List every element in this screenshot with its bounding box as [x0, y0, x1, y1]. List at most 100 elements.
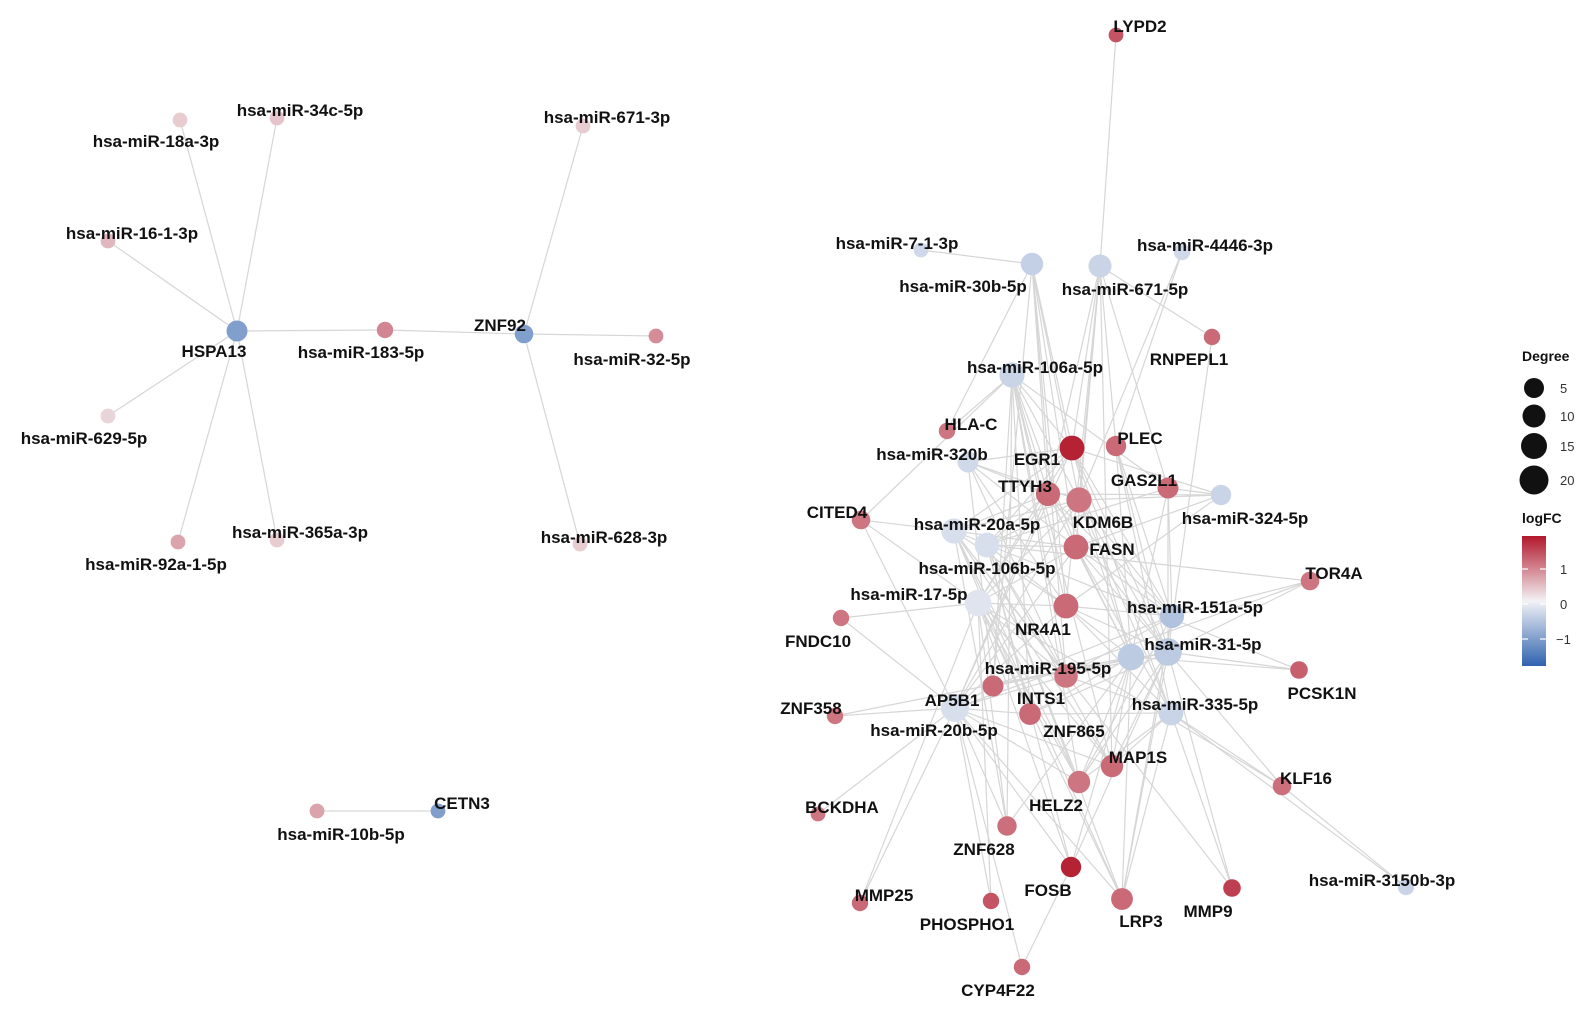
node-MMP9[interactable]: [1223, 879, 1241, 897]
node-miR320b[interactable]: [957, 451, 979, 473]
edge-miR17-NR4A1: [977, 602, 1067, 607]
edge-miR324-FASN: [1075, 494, 1222, 548]
node-GAS2L1[interactable]: [1157, 477, 1179, 499]
node-miR10b[interactable]: [309, 803, 325, 819]
edge-miR17-FASN: [977, 546, 1077, 604]
edge-miR335-LRP3: [1121, 712, 1172, 900]
edge-miR31-ZNF865: [1029, 651, 1169, 715]
node-KLF16[interactable]: [1272, 776, 1292, 796]
node-PHOSPHO1[interactable]: [982, 892, 1000, 910]
node-miR92a[interactable]: [170, 534, 186, 550]
node-miR18a[interactable]: [172, 112, 188, 128]
edge-miR20b-BCKDHA: [817, 707, 956, 815]
node-RNPEPL1[interactable]: [1203, 328, 1221, 346]
node-FOSB[interactable]: [1060, 856, 1082, 878]
edge-miR17-INTS1: [977, 602, 1067, 677]
legend-degree-tick-20: 20: [1560, 473, 1574, 488]
node-TOR4A[interactable]: [1300, 571, 1320, 591]
node-miR7[interactable]: [913, 242, 929, 258]
node-HELZ2[interactable]: [1067, 770, 1091, 794]
node-INTS1[interactable]: [1054, 664, 1078, 688]
node-miR34c[interactable]: [269, 110, 285, 126]
node-miR628[interactable]: [572, 536, 588, 552]
node-miR31[interactable]: [1154, 638, 1182, 666]
node-NR4A1[interactable]: [1053, 593, 1079, 619]
node-BCKDHA[interactable]: [810, 806, 826, 822]
node-miR335[interactable]: [1158, 700, 1184, 726]
node-label-miR17: hsa-miR-17-5p: [850, 585, 967, 604]
legend-degree-dot-10: [1522, 404, 1546, 428]
edge-miR20b-CYP4F22: [954, 707, 1023, 968]
node-miR151a[interactable]: [1159, 603, 1185, 629]
node-KDM6B[interactable]: [1066, 487, 1092, 513]
node-HLAC[interactable]: [938, 422, 956, 440]
node-label-miR3150b: hsa-miR-3150b-3p: [1309, 871, 1455, 890]
node-miR17[interactable]: [964, 589, 992, 617]
edge-miR20a-KDM6B: [953, 499, 1080, 532]
edge-miR20b-FOSB: [954, 707, 1072, 868]
node-LYPD2[interactable]: [1108, 27, 1124, 43]
node-miR671_5[interactable]: [1088, 254, 1112, 278]
node-LRP3[interactable]: [1111, 888, 1133, 910]
node-ZNF865[interactable]: [1019, 703, 1041, 725]
node-miR671_3[interactable]: [575, 118, 591, 134]
edge-miR106a-FASN: [1011, 374, 1077, 548]
edge-miR106a-TTYH3: [1011, 374, 1049, 495]
edge-miR151a-GAS2L1: [1167, 487, 1173, 617]
node-miR324[interactable]: [1210, 484, 1232, 506]
node-MAP1S[interactable]: [1100, 754, 1124, 778]
node-miR3150b[interactable]: [1397, 878, 1415, 896]
node-miR106a[interactable]: [999, 362, 1025, 388]
node-EGR1[interactable]: [1059, 435, 1085, 461]
node-miR20b[interactable]: [941, 694, 969, 722]
node-miR161[interactable]: [100, 233, 116, 249]
edge-ZNF92-miR628: [523, 333, 581, 545]
edge-miR195-ZNF628: [1006, 656, 1132, 827]
edge-miR20b-CITED4: [860, 519, 956, 709]
node-CYP4F22[interactable]: [1013, 958, 1031, 976]
node-miR195[interactable]: [1117, 643, 1145, 671]
node-PLEC[interactable]: [1105, 435, 1127, 457]
node-miR30b[interactable]: [1020, 252, 1044, 276]
node-miR183[interactable]: [376, 321, 394, 339]
edge-miR20b-ZNF628: [954, 707, 1008, 827]
node-ZNF92[interactable]: [514, 324, 534, 344]
edge-miR106b-EGR1: [986, 447, 1073, 546]
edge-miR17-TTYH3: [977, 493, 1049, 604]
legend-degree-dot-5: [1524, 378, 1544, 398]
node-HSPA13[interactable]: [226, 320, 248, 342]
node-CETN3[interactable]: [430, 803, 446, 819]
node-miR32[interactable]: [648, 328, 664, 344]
node-AP5B1[interactable]: [982, 675, 1004, 697]
edge-miR20a-TTYH3: [953, 493, 1049, 532]
node-label-CYP4F22: CYP4F22: [961, 981, 1035, 1000]
node-label-INTS1: INTS1: [1017, 689, 1065, 708]
node-ZNF358[interactable]: [826, 707, 844, 725]
node-MMP25[interactable]: [851, 894, 869, 912]
node-miR20a[interactable]: [941, 518, 967, 544]
node-FNDC10[interactable]: [832, 609, 850, 627]
node-label-GAS2L1: GAS2L1: [1111, 471, 1177, 490]
node-miR629[interactable]: [100, 408, 116, 424]
node-label-miR30b: hsa-miR-30b-5p: [899, 277, 1027, 296]
node-ZNF628[interactable]: [997, 816, 1017, 836]
legend-degree-tick-15: 15: [1560, 439, 1574, 454]
node-label-miR92a: hsa-miR-92a-1-5p: [85, 555, 227, 574]
edge-miR335-KLF16: [1170, 712, 1283, 787]
edge-miR195-GAS2L1: [1130, 487, 1169, 658]
node-label-PCSK1N: PCSK1N: [1288, 684, 1357, 703]
legend-logfc-colorbar: [1522, 536, 1546, 666]
node-FASN[interactable]: [1063, 534, 1089, 560]
edge-miR17-HELZ2: [977, 602, 1080, 783]
legend-degree-dot-20: [1519, 465, 1549, 495]
node-TTYH3[interactable]: [1035, 481, 1061, 507]
node-miR365[interactable]: [269, 532, 285, 548]
node-PCSK1N[interactable]: [1290, 661, 1308, 679]
node-label-HSPA13: HSPA13: [182, 342, 247, 361]
node-miR106b[interactable]: [974, 532, 1000, 558]
node-miR4446[interactable]: [1173, 243, 1191, 261]
edge-HSPA13-miR161: [107, 240, 238, 332]
node-CITED4[interactable]: [851, 510, 871, 530]
edge-miR30b-NR4A1: [1031, 263, 1067, 607]
